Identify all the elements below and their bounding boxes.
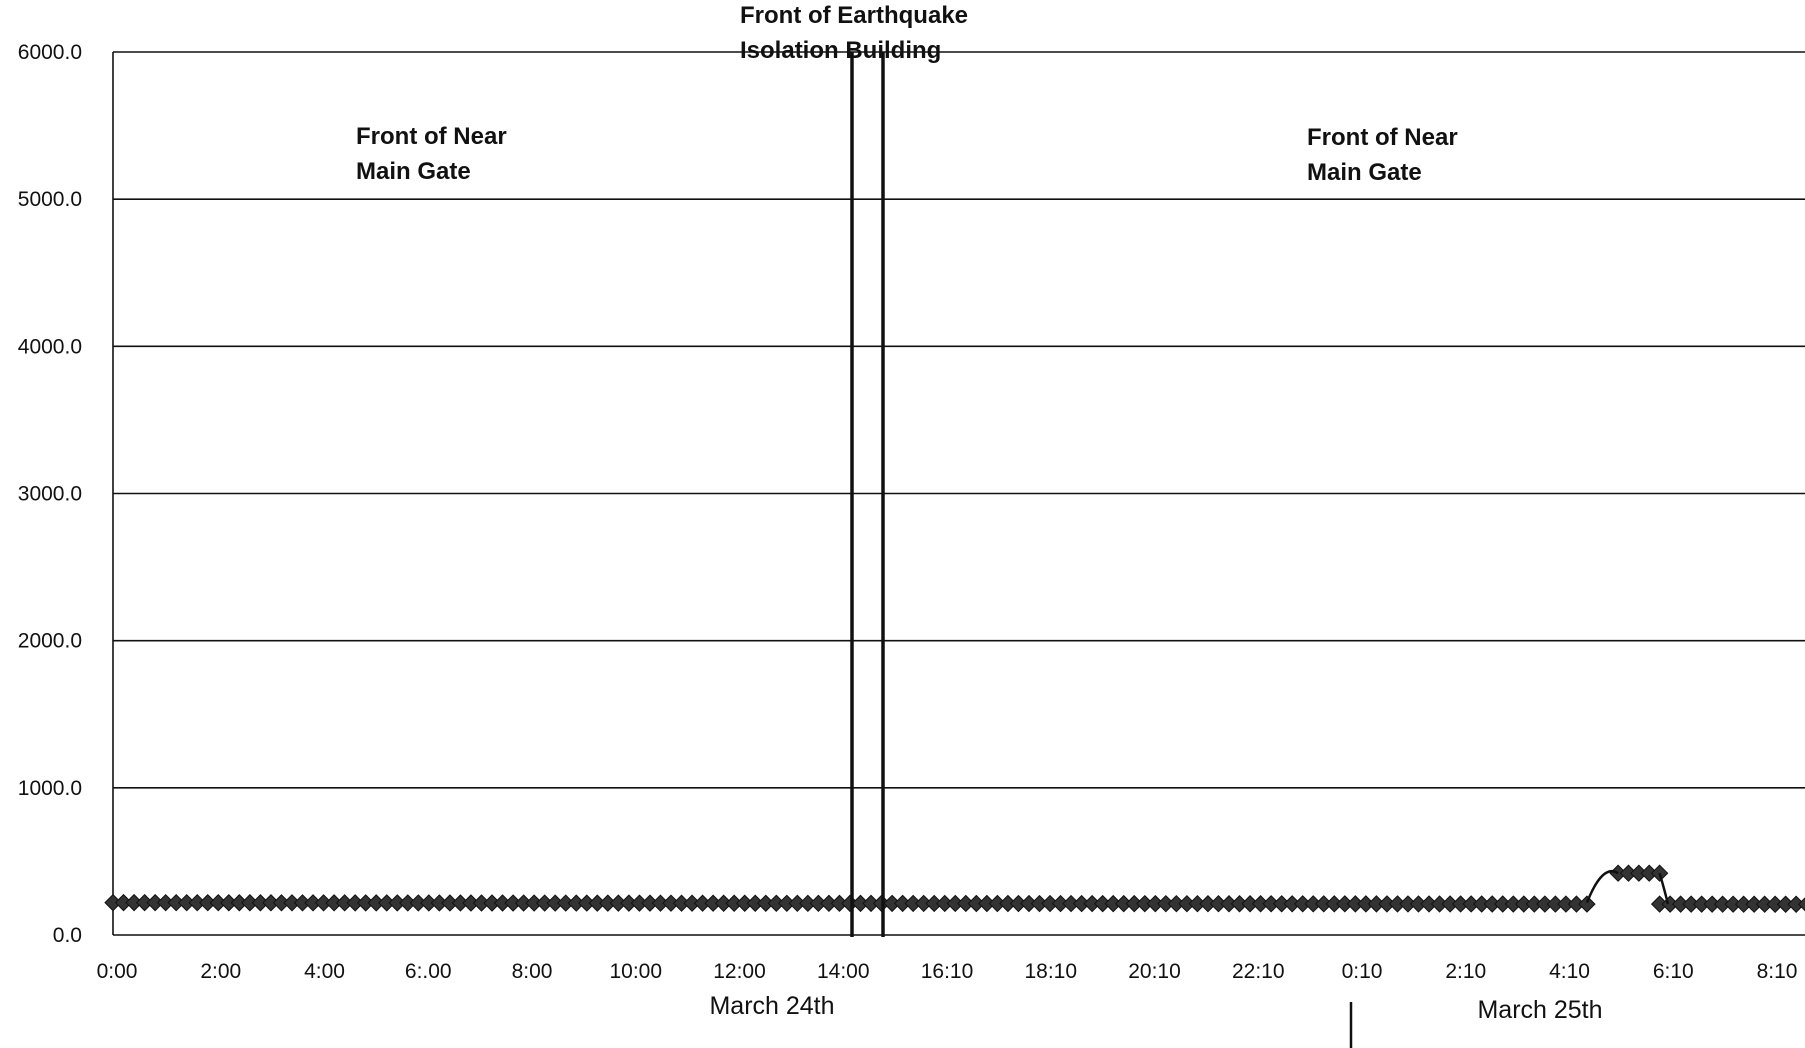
y-tick-label: 3000.0 [18,483,82,506]
annotation-label: Front of Near [1307,124,1458,151]
x-tick-label: 8:00 [512,960,553,983]
x-tick-label: 20:10 [1128,960,1181,983]
y-tick-label: 5000.0 [18,188,82,211]
annotation-label: Main Gate [356,158,471,185]
x-tick-label: 12:00 [713,960,766,983]
x-tick-label: 0:00 [97,960,138,983]
x-tick-label: 8:10 [1757,960,1798,983]
x-tick-label: 6:10 [1653,960,1694,983]
y-axis-ticks: 6000.0 5000.0 4000.0 3000.0 2000.0 1000.0 0.0 [18,41,82,947]
x-axis-ticks: 0:00 2:00 4:00 6:.00 8:00 10:00 12:00 14:00 16:1… [97,960,1798,983]
x-tick-label: 2:10 [1445,960,1486,983]
date-labels: March 24th March 25th [709,992,1603,1048]
annotations: Front of Near Main Gate Front of Earthquak… [356,2,1458,937]
x-tick-label: 22:10 [1232,960,1285,983]
data-point-marker [1797,897,1805,912]
x-tick-label: 0:10 [1342,960,1383,983]
series-connector [1658,872,1670,905]
x-tick-label: 18:10 [1024,960,1077,983]
x-tick-label: 16:10 [921,960,974,983]
y-tick-label: 1000.0 [18,777,82,800]
y-tick-label: 6000.0 [18,41,82,64]
annotation-label: Front of Near [356,123,507,150]
date-label: March 25th [1477,996,1602,1024]
annotation-label: Isolation Building [740,37,941,64]
x-tick-label: 6:.00 [405,960,452,983]
y-tick-label: 0.0 [53,924,82,947]
x-tick-label: 2:00 [200,960,241,983]
x-tick-label: 4:10 [1549,960,1590,983]
y-tick-label: 2000.0 [18,630,82,653]
x-tick-label: 14:00 [817,960,870,983]
x-tick-label: 4:00 [304,960,345,983]
data-point-marker [1578,895,1596,913]
y-tick-label: 4000.0 [18,335,82,358]
annotation-label: Main Gate [1307,159,1422,186]
series-line [104,864,1805,913]
grid-lines [112,51,1805,936]
series-connector [1585,870,1619,904]
date-label: March 24th [709,992,834,1020]
x-tick-label: 10:00 [609,960,662,983]
annotation-label: Front of Earthquake [740,2,968,29]
